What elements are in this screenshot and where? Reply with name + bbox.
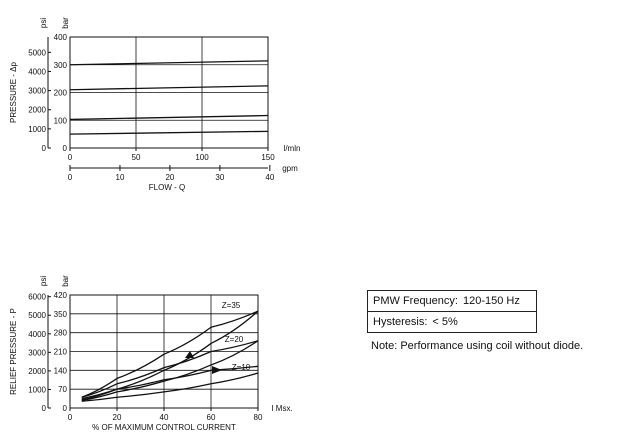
chart2-psi-tick-label: 6000 [28, 293, 46, 302]
chart2-bar-tick-label: 420 [54, 291, 68, 300]
chart1-x-tick-label: 150 [261, 153, 275, 162]
chart1-bar-tick-label: 200 [54, 89, 68, 98]
chart2-x-tick-label: 80 [254, 413, 263, 422]
chart2-bar-tick-label: 0 [63, 404, 68, 413]
chart1-series-line-3 [69, 114, 269, 121]
chart1-psi-tick-label: 1000 [28, 125, 46, 134]
hysteresis-row: Hysteresis: < 5% [368, 311, 536, 332]
chart1-gpm-tick-label: 30 [215, 173, 224, 182]
chart1-x-tick-label: 0 [68, 153, 73, 162]
chart2-arrow-up-icon [185, 351, 194, 358]
chart1-bar-tick-label: 100 [54, 116, 68, 125]
chart2-bar-tick-label: 70 [58, 385, 67, 394]
chart2-curve-label-2: Z=20 [225, 335, 244, 344]
chart1-bar-tick-label: 0 [63, 144, 68, 153]
chart2-y-axis-title: RELIEF PRESSURE - P [9, 308, 18, 395]
chart1-gpm-tick-label: 20 [165, 173, 174, 182]
chart2-curve-label-3: Z=10 [232, 363, 251, 372]
chart2-psi-unit: psi [39, 276, 48, 286]
chart1-bar-tick-label: 400 [54, 33, 68, 42]
chart2-psi-tick-label: 3000 [28, 348, 46, 357]
chart2-x-axis-title: % OF MAXIMUM CONTROL CURRENT [92, 423, 236, 432]
chart1-x-tick-label: 50 [132, 153, 141, 162]
chart2-series-line-4 [81, 340, 259, 402]
chart2-bar-tick-label: 350 [54, 310, 68, 319]
pmw-frequency-value: 120-150 Hz [462, 295, 520, 307]
chart2-bar-tick-label: 210 [54, 348, 68, 357]
chart1-series-line-4 [69, 130, 269, 135]
chart1-x-axis-title: FLOW - Q [149, 183, 185, 192]
chart1-gpm-unit: gpm [282, 164, 298, 173]
chart2-psi-tick-label: 1000 [28, 385, 46, 394]
chart1-series-line-1 [69, 60, 269, 66]
chart1-psi-tick-label: 0 [42, 144, 47, 153]
chart1-x-unit: l/mln [284, 144, 301, 153]
chart1-y-axis-title: PRESSURE - Δp [9, 61, 18, 122]
chart2-series-line-3 [81, 340, 259, 398]
chart1-psi-tick-label: 2000 [28, 106, 46, 115]
chart2-psi-tick-label: 2000 [28, 367, 46, 376]
chart2-x-tick-label: 0 [68, 413, 73, 422]
chart2-series-line-6 [81, 372, 259, 402]
chart2-x-tick-label: 60 [207, 413, 216, 422]
chart2-series-line-1 [81, 310, 259, 398]
chart1-gpm-tick-label: 0 [68, 173, 73, 182]
chart1-bar-tick-label: 300 [54, 61, 68, 70]
chart1-psi-tick-label: 5000 [28, 48, 46, 57]
chart1-gpm-tick-label: 40 [265, 173, 274, 182]
chart1-x-tick-label: 100 [195, 153, 209, 162]
hysteresis-label: Hysteresis: [373, 316, 428, 328]
chart2-curve-label-1: Z=35 [222, 301, 241, 310]
chart2-series-line-5 [81, 365, 259, 400]
chart2-x-tick-label: 20 [113, 413, 122, 422]
chart2-bar-unit: bar [61, 275, 70, 287]
chart2-psi-tick-label: 5000 [28, 311, 46, 320]
chart1-gpm-tick-label: 10 [116, 173, 125, 182]
chart2-x-tick-label: 40 [160, 413, 169, 422]
chart1-psi-unit: psi [39, 18, 48, 28]
chart1-psi-tick-label: 4000 [28, 67, 46, 76]
chart1-series-line-2 [69, 85, 269, 91]
performance-note: Note: Performance using coil without dio… [371, 340, 584, 352]
pmw-frequency-row: PMW Frequency: 120-150 Hz [368, 291, 536, 311]
hysteresis-value: < 5% [432, 316, 458, 328]
chart1-bar-unit: bar [61, 17, 70, 29]
chart2-psi-tick-label: 0 [42, 404, 47, 413]
chart2-arrow-right-icon [212, 366, 222, 374]
chart1-psi-tick-label: 3000 [28, 87, 46, 96]
chart2-psi-tick-label: 4000 [28, 330, 46, 339]
chart2-x-unit: I Msx. [271, 404, 292, 413]
chart2-bar-tick-label: 280 [54, 329, 68, 338]
pmw-frequency-label: PMW Frequency: [373, 295, 458, 307]
specs-table: PMW Frequency: 120-150 Hz Hysteresis: < 5% [367, 290, 537, 333]
chart2-bar-tick-label: 140 [54, 366, 68, 375]
